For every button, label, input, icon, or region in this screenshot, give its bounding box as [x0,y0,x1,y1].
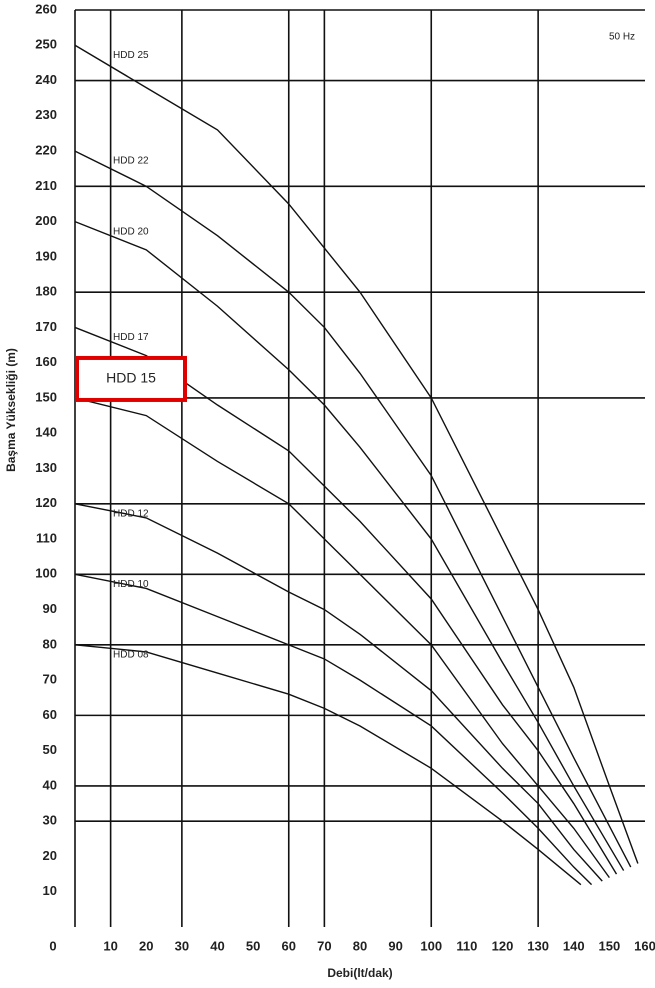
curve [74,573,593,886]
curve [74,220,625,871]
y-tick-label: 150 [35,389,57,404]
curve [74,503,603,882]
highlight-box [75,355,187,402]
curve-label: HDD 25 [113,50,149,61]
y-tick-label: 80 [43,636,57,651]
y-tick-label: 180 [35,284,57,299]
y-tick-label: 50 [43,742,57,757]
x-tick-label: 130 [527,938,549,953]
curve [74,150,632,868]
x-tick-label: 100 [420,938,442,953]
curve-label: HDD 15 [106,370,156,386]
y-tick-label: 140 [35,425,57,440]
y-tick-label: 70 [43,672,57,687]
x-axis-title: Debi(lt/dak) [327,966,392,980]
curve [74,326,618,875]
x-tick-label: 40 [210,938,224,953]
y-tick-label: 90 [43,601,57,616]
x-tick-label: 0 [49,938,56,953]
x-tick-label: 90 [388,938,402,953]
y-tick-label: 220 [35,143,57,158]
x-tick-label: 20 [139,938,153,953]
y-tick-label: 260 [35,1,57,16]
curve-label: HDD 17 [113,332,149,343]
y-tick-label: 130 [35,460,57,475]
y-tick-label: 170 [35,319,57,334]
y-tick-label: 190 [35,248,57,263]
y-axis-title: Başma Yüksekliği (m) [4,348,18,472]
x-tick-label: 110 [456,938,477,953]
x-tick-label: 30 [175,938,189,953]
y-tick-label: 20 [43,848,57,863]
y-tick-label: 110 [36,530,57,545]
curve-label: HDD 10 [113,579,149,590]
y-tick-label: 240 [35,72,57,87]
y-tick-label: 60 [43,707,57,722]
y-tick-label: 30 [43,813,57,828]
x-tick-label: 70 [317,938,331,953]
y-tick-label: 210 [35,178,57,193]
y-tick-label: 160 [35,354,57,369]
curve-label: HDD 08 [113,649,149,660]
curve [74,44,639,864]
y-tick-label: 40 [43,777,57,792]
x-tick-label: 150 [599,938,621,953]
note: 50 Hz [609,32,635,43]
x-tick-label: 80 [353,938,367,953]
y-tick-label: 10 [43,883,57,898]
curve [74,644,582,886]
y-tick-label: 230 [35,107,57,122]
y-tick-label: 120 [35,495,57,510]
x-tick-label: 120 [492,938,514,953]
y-tick-label: 200 [35,213,57,228]
x-tick-label: 140 [563,938,585,953]
x-tick-label: 50 [246,938,260,953]
curve-label: HDD 22 [113,156,149,167]
y-tick-label: 100 [35,566,57,581]
curve-label: HDD 12 [113,508,149,519]
curve [74,397,610,879]
x-tick-label: 160 [634,938,655,953]
curve-label: HDD 20 [113,226,149,237]
x-tick-label: 60 [282,938,296,953]
y-tick-label: 250 [35,37,57,52]
x-tick-label: 10 [103,938,117,953]
